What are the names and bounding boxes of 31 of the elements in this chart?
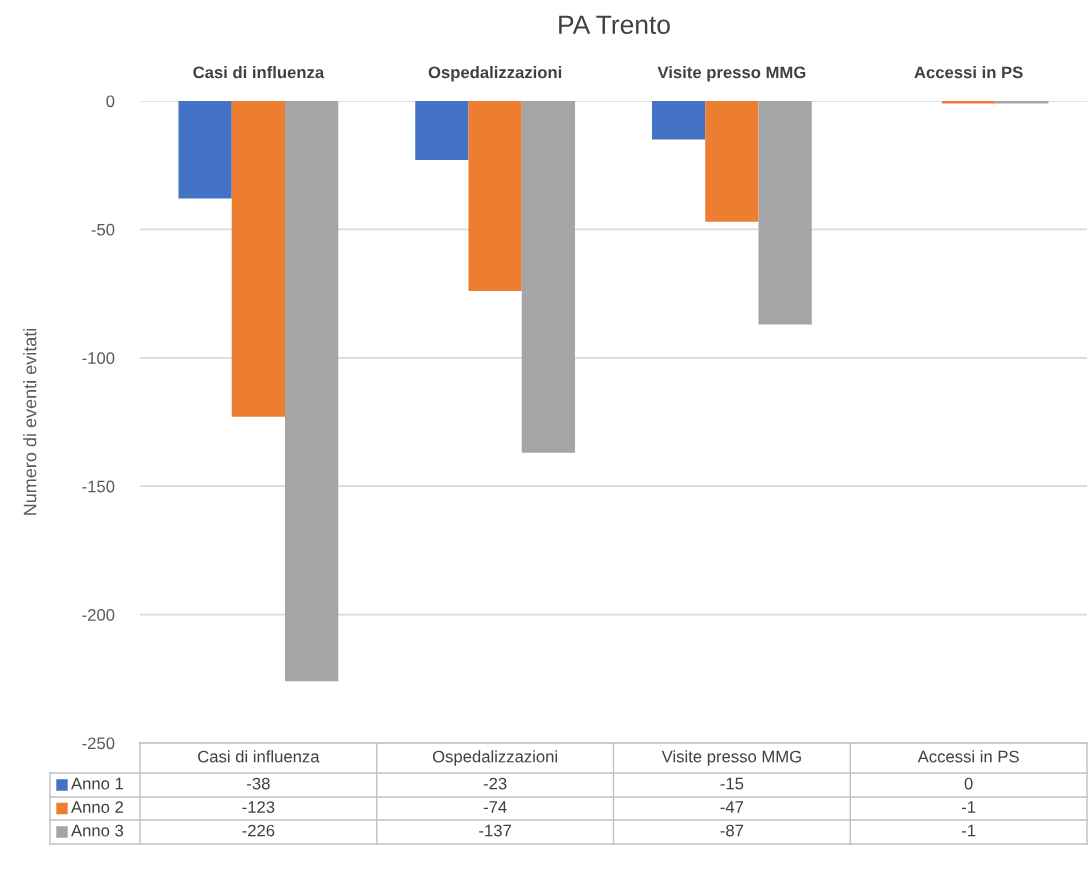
legend-label: Anno 3 (71, 824, 124, 837)
y-axis-title: Numero di eventi evitati (23, 328, 37, 515)
data-label: -23 (483, 777, 507, 790)
y-tick-label: 0 (106, 95, 115, 108)
data-label: 0 (964, 777, 973, 790)
category-label: Visite presso MMG (657, 66, 806, 82)
y-tick-label: -100 (82, 352, 115, 364)
legend-label: Anno 2 (71, 801, 123, 813)
data-label: -123 (242, 801, 275, 813)
x-tick-label: Visite presso MMG (661, 750, 801, 766)
y-tick-label: -200 (82, 609, 115, 621)
data-label: -74 (483, 801, 507, 813)
data-label: -1 (961, 824, 976, 837)
data-label: -137 (479, 824, 511, 837)
x-tick-label: Ospedalizzazioni (432, 750, 557, 766)
y-tick-label: -250 (82, 737, 115, 750)
data-label: -38 (247, 777, 270, 790)
data-label: -15 (720, 777, 744, 790)
y-tick-label: -50 (91, 223, 115, 236)
data-label: -226 (242, 824, 275, 837)
data-label: -47 (720, 801, 744, 813)
data-label: -1 (961, 801, 976, 813)
data-label: -87 (720, 824, 744, 837)
y-tick-label: -150 (82, 480, 115, 493)
chart-title: PA Trento (559, 15, 670, 35)
category-label: Accessi in PS (914, 66, 1023, 79)
x-tick-label: Accessi in PS (917, 750, 1019, 763)
category-label: Ospedalizzazioni (428, 66, 562, 82)
x-tick-label: Casi di influenza (198, 750, 320, 763)
legend-label: Anno 1 (71, 777, 124, 790)
category-label: Casi di influenza (193, 66, 325, 79)
